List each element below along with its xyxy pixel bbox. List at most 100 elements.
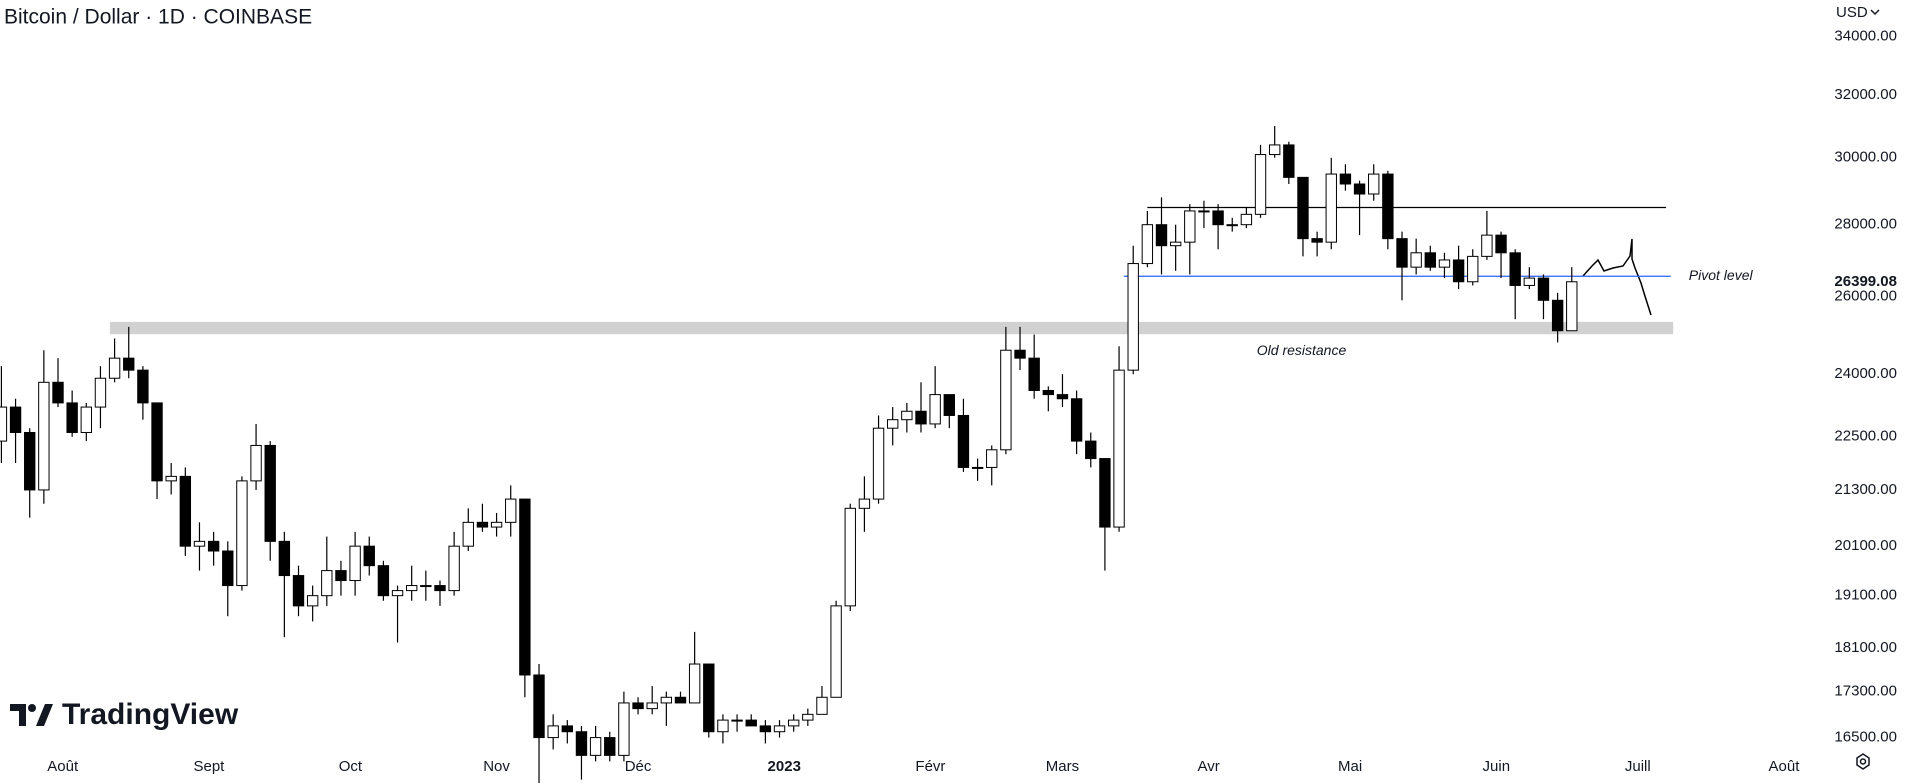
- candle-body: [618, 702, 630, 756]
- candle-body: [462, 521, 474, 547]
- candle-body: [476, 521, 489, 528]
- candle-body: [335, 570, 347, 582]
- y-tick-label: 22500.00: [1834, 428, 1897, 445]
- y-tick-label: 21300.00: [1834, 481, 1897, 498]
- currency-button[interactable]: USD: [1836, 4, 1868, 21]
- y-tick-label: 17300.00: [1834, 683, 1897, 700]
- y-tick-label: 16500.00: [1834, 729, 1897, 746]
- candle-body: [505, 498, 517, 523]
- candle-body: [1169, 241, 1182, 247]
- candle-body: [1226, 224, 1238, 227]
- candle-body: [9, 406, 22, 433]
- candle-body: [66, 402, 78, 433]
- candle-body: [1042, 389, 1055, 396]
- candle-body: [674, 696, 687, 704]
- candle-body: [24, 431, 36, 491]
- candle-body: [1452, 259, 1465, 283]
- x-tick-label: Nov: [483, 758, 510, 775]
- settings-icon[interactable]: [1856, 753, 1870, 770]
- candle-body: [915, 410, 927, 425]
- candle-body: [1396, 238, 1408, 268]
- y-tick-label: 19100.00: [1834, 587, 1897, 604]
- currency-chevron: [1870, 9, 1880, 16]
- y-tick-label: 34000.00: [1834, 27, 1897, 44]
- plot: Old resistance Pivot level: [0, 125, 1754, 783]
- y-tick-label: 20100.00: [1834, 537, 1897, 554]
- candle-body: [1438, 259, 1451, 268]
- candle-body: [1113, 369, 1125, 528]
- zone: [109, 321, 1674, 335]
- candle-body: [646, 702, 658, 710]
- candle-body: [349, 545, 361, 582]
- candle-body: [207, 540, 220, 552]
- y-tick-label: 32000.00: [1834, 86, 1897, 103]
- zone-label: Old resistance: [1257, 342, 1347, 358]
- candle-body: [533, 674, 545, 739]
- candle-body: [589, 737, 602, 756]
- candle-body: [1495, 234, 1507, 254]
- candle-body: [137, 369, 149, 404]
- candle-body: [1410, 252, 1422, 268]
- candle-body: [434, 585, 446, 592]
- candle-body: [547, 725, 559, 739]
- chart-title: Bitcoin / Dollar · 1D · COINBASE: [4, 6, 312, 29]
- candle-body: [561, 725, 573, 733]
- candle-body: [250, 444, 262, 482]
- x-tick-label: Avr: [1198, 758, 1220, 775]
- y-tick-label: 26000.00: [1834, 288, 1897, 305]
- x-tick-label: Mai: [1338, 758, 1362, 775]
- candle-body: [830, 605, 842, 698]
- candle-body: [1481, 234, 1493, 257]
- x-tick-label: Août: [47, 758, 79, 775]
- tradingview-logo: TradingView: [10, 698, 239, 731]
- candle-body: [165, 475, 177, 482]
- candle-body: [1014, 349, 1026, 359]
- candle-body: [1382, 173, 1394, 240]
- freehand-projection: [1582, 238, 1652, 316]
- candle-body: [406, 585, 418, 592]
- candle-body: [787, 719, 800, 727]
- candle-body: [52, 381, 64, 404]
- candle-body: [377, 565, 390, 597]
- candle-body: [193, 540, 206, 547]
- x-tick-label: Oct: [339, 758, 363, 775]
- y-tick-label: 24000.00: [1834, 365, 1897, 382]
- candle-body: [222, 550, 234, 587]
- candle-body: [1212, 210, 1224, 226]
- y-tick-label: 18100.00: [1834, 639, 1897, 656]
- candle-body: [1325, 173, 1337, 243]
- last-price-label: 26399.08: [1834, 273, 1897, 290]
- candle-body: [123, 357, 135, 371]
- candle-body: [688, 663, 701, 704]
- candle-body: [887, 419, 899, 429]
- candle-body: [94, 377, 107, 408]
- candle-body: [1537, 277, 1550, 301]
- candle-body: [38, 381, 50, 491]
- candle-body: [731, 719, 743, 722]
- x-tick-label: Août: [1769, 758, 1801, 775]
- candle-body: [858, 498, 871, 509]
- candle-body: [759, 725, 772, 733]
- candle-body: [986, 449, 998, 468]
- candle-body: [151, 402, 163, 482]
- candle-body: [957, 414, 970, 468]
- candle-body: [1339, 173, 1352, 185]
- candle-body: [1551, 299, 1564, 332]
- candle-body: [1198, 210, 1210, 213]
- candle-body: [844, 507, 856, 607]
- line-label: Pivot level: [1689, 267, 1754, 283]
- candle-body: [1056, 394, 1069, 400]
- candle-body: [1155, 224, 1168, 247]
- candle-body: [1467, 255, 1479, 283]
- candle-body: [1028, 357, 1040, 391]
- candle-body: [1268, 144, 1281, 156]
- x-tick-label: Juill: [1625, 758, 1651, 775]
- y-tick-label: 30000.00: [1834, 149, 1897, 166]
- candle-body: [802, 713, 814, 721]
- candle-body: [1240, 213, 1253, 226]
- candle-body: [1000, 349, 1012, 451]
- candle-body: [321, 570, 333, 597]
- candle-body: [1566, 281, 1578, 332]
